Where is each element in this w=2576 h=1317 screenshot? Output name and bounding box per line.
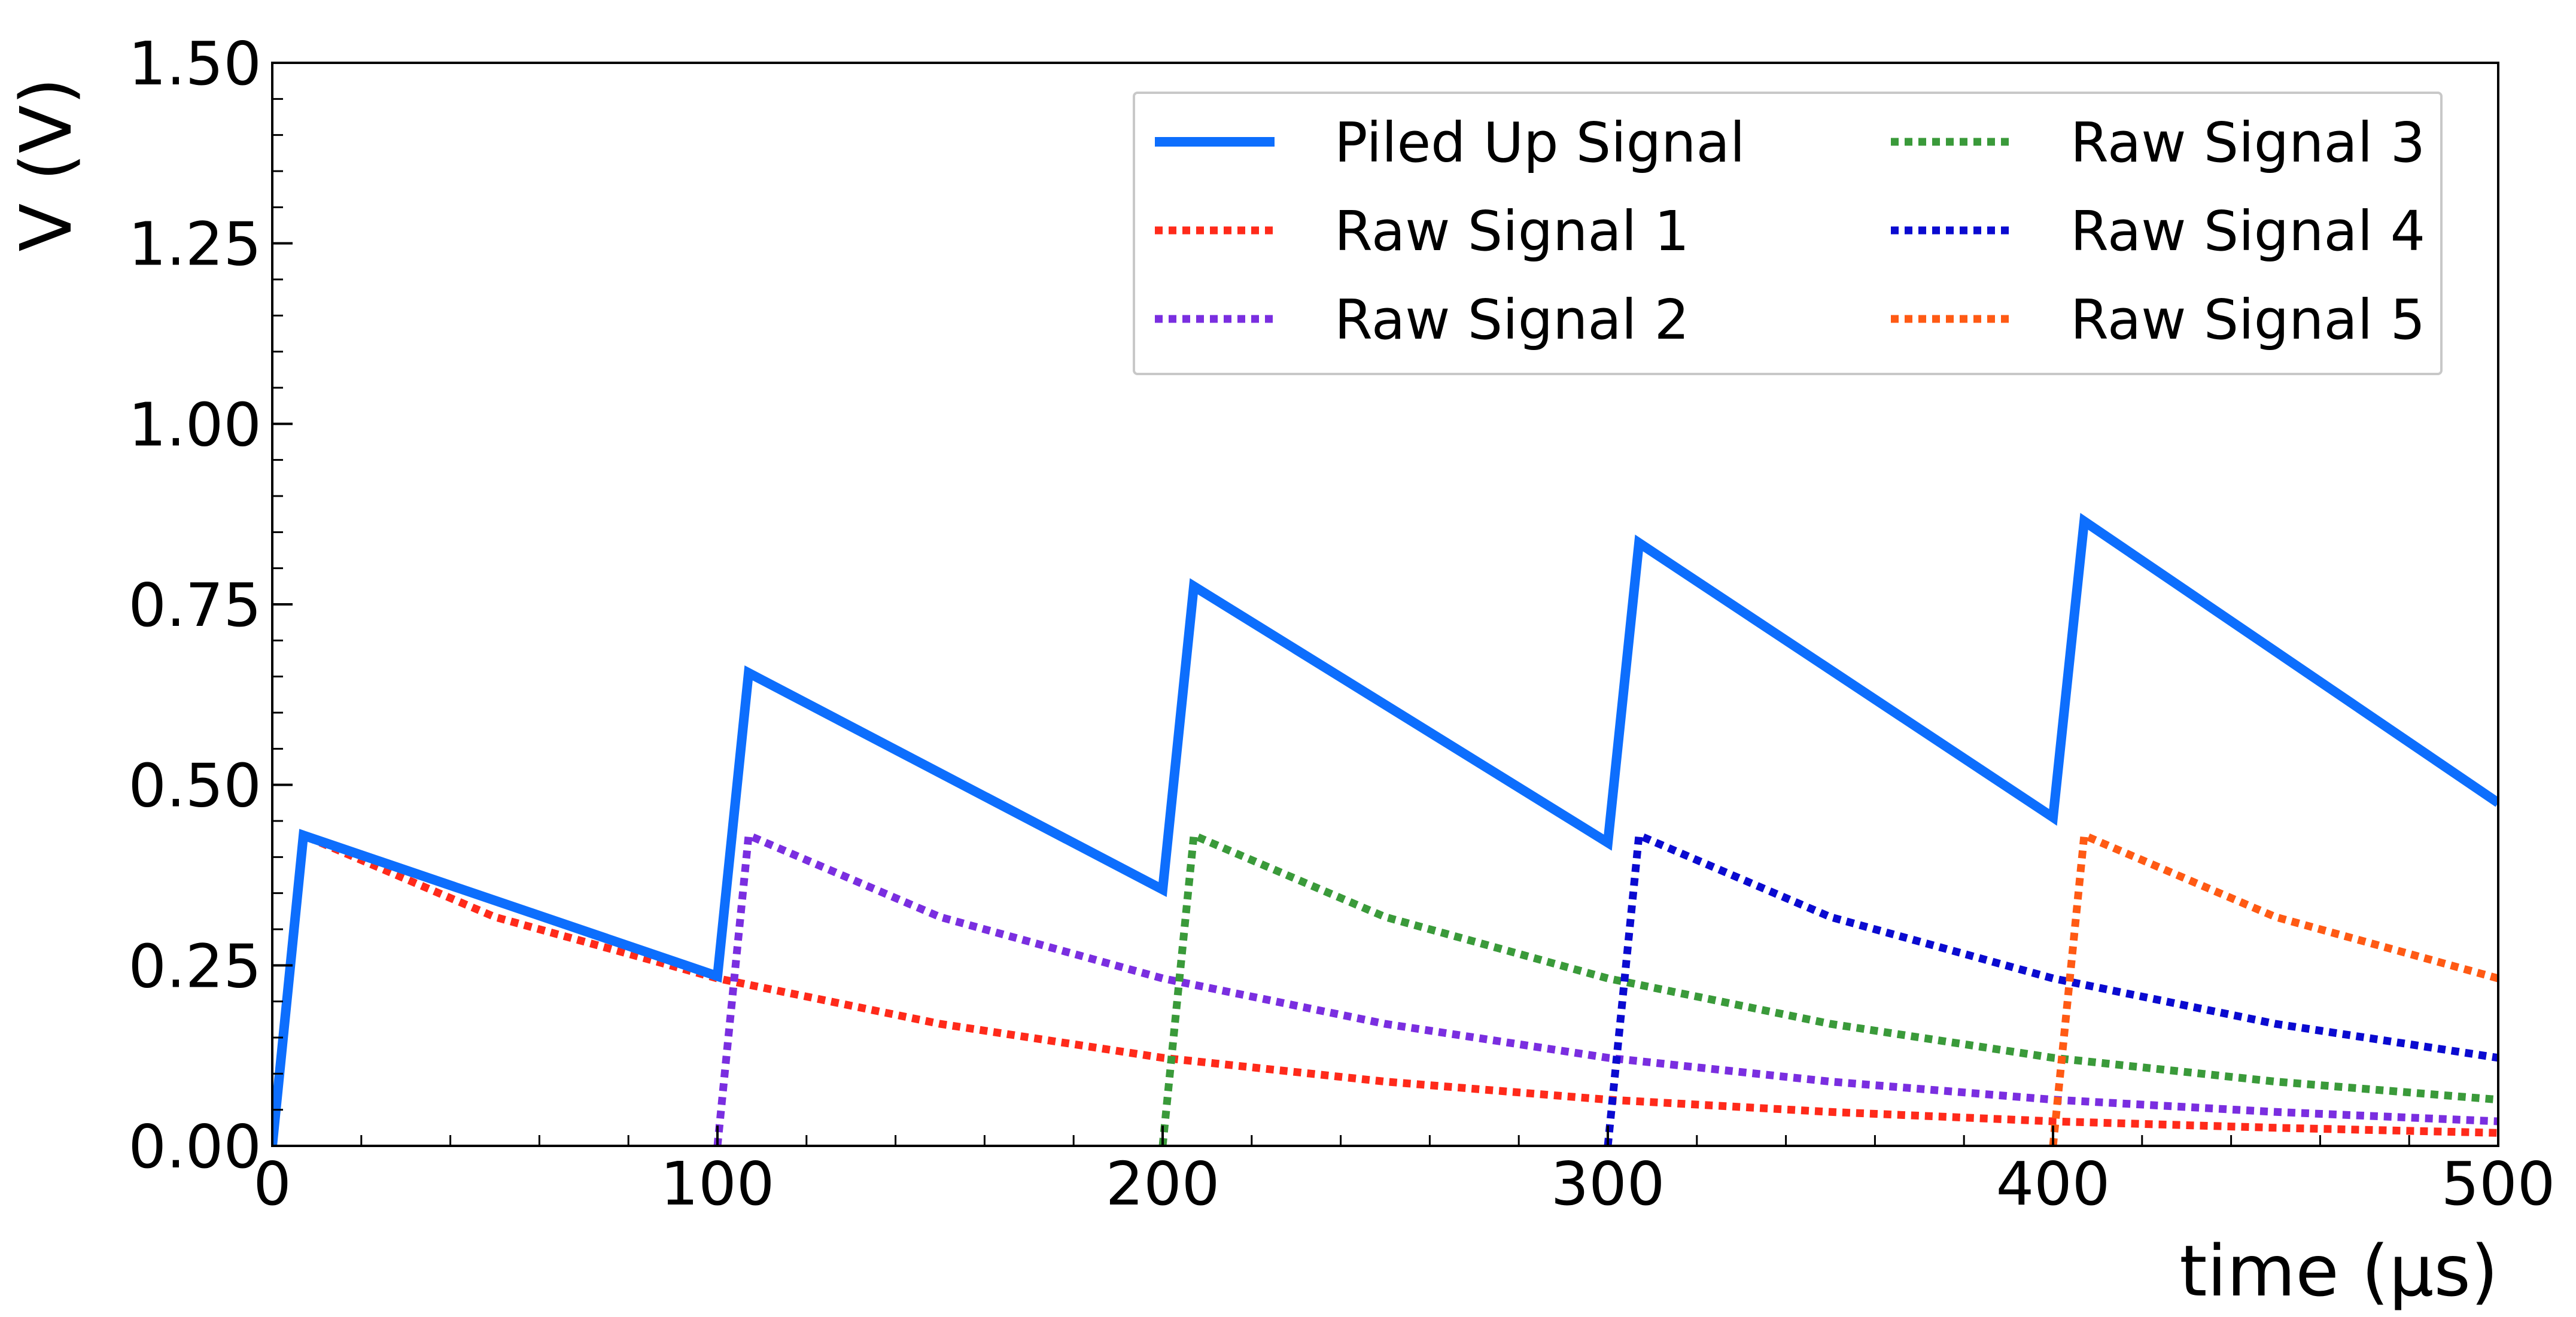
y-tick-label: 1.50 <box>128 29 261 99</box>
y-tick-label: 0.25 <box>128 931 261 1001</box>
x-tick-label: 400 <box>1996 1149 2110 1219</box>
series-line-6 <box>2049 829 2498 1146</box>
y-tick-label: 0.00 <box>128 1112 261 1182</box>
series-line-2 <box>272 829 2498 1146</box>
legend-label: Raw Signal 2 <box>1334 288 1689 352</box>
x-axis-title: time (μs) <box>2179 1230 2498 1312</box>
series-line-1 <box>272 513 2498 1146</box>
legend-label: Raw Signal 4 <box>2070 199 2425 263</box>
y-axis-title: V (V) <box>5 77 87 251</box>
legend-label: Raw Signal 5 <box>2070 288 2425 352</box>
legend: Piled Up Signal Raw Signal 1 Raw Signal 2 R… <box>1133 92 2443 375</box>
x-tick-label: 300 <box>1551 1149 1665 1219</box>
series-line-3 <box>713 829 2498 1146</box>
legend-label: Raw Signal 3 <box>2070 111 2425 175</box>
legend-label: Raw Signal 1 <box>1334 199 1689 263</box>
x-tick-label: 100 <box>661 1149 775 1219</box>
x-tick-label: 500 <box>2441 1149 2556 1219</box>
series-layer <box>272 513 2498 1146</box>
series-line-5 <box>1604 829 2498 1146</box>
y-tick-label: 1.25 <box>128 209 261 279</box>
ticks-layer <box>271 62 2499 1147</box>
series-line-4 <box>1158 829 2498 1146</box>
y-tick-label: 1.00 <box>128 390 261 460</box>
y-tick-label: 0.50 <box>128 751 261 821</box>
x-tick-label: 0 <box>253 1149 291 1219</box>
x-tick-label: 200 <box>1106 1149 1220 1219</box>
plot-frame <box>271 62 2499 1147</box>
labels-layer: 0 100 200 300 400 500 0.00 0.25 0.50 0.75 1.00 1.25… <box>128 29 2555 1219</box>
y-tick-label: 0.75 <box>128 570 261 640</box>
legend-label: Piled Up Signal <box>1334 111 1745 175</box>
legend-box <box>1133 92 2443 375</box>
